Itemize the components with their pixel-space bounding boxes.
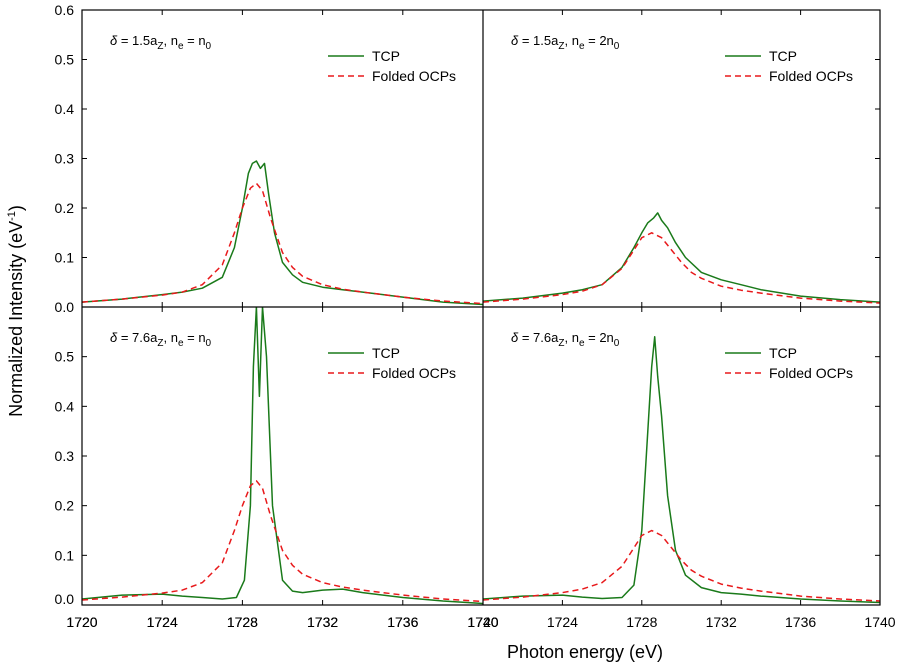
y-tick-label: 0.6	[55, 2, 75, 18]
y-tick-label: 0.3	[55, 448, 75, 464]
x-tick-label: 1724	[547, 614, 578, 630]
y-axis-title-main: Normalized Intensity (eV	[6, 221, 26, 417]
panel-bottom-left: 0.0 0.1 0.2 0.3 0.4 0.5 1720 1724 1728 1732 1736 17…	[55, 306, 499, 630]
annotation-part: e	[178, 41, 184, 52]
x-tick-label: 1728	[227, 614, 258, 630]
annotation-part: e	[178, 338, 184, 349]
x-tick-label: 1736	[785, 614, 816, 630]
series-line-tcp	[82, 307, 483, 605]
panel-bottom-right: 1720 1724 1728 1732 1736 1740 δ = 7.6aZ, ne = …	[467, 306, 896, 630]
y-tick-label: 0.0	[55, 299, 75, 315]
y-tick-label: 0.2	[55, 200, 75, 216]
y-tick-label: 0.0	[55, 591, 75, 607]
x-tick-label: 1724	[147, 614, 178, 630]
y-axis-title: Normalized Intensity (eV-1)	[6, 205, 26, 417]
annotation-part: , n	[564, 33, 578, 48]
panel-annotation: δ = 7.6aZ, ne = 2n0	[511, 330, 620, 349]
y-tick-label: 0.5	[55, 349, 75, 365]
annotation-part: = n	[184, 330, 206, 345]
series-line-folded-ocps	[483, 232, 880, 304]
y-axis-title-superscript: -1	[6, 211, 18, 221]
annotation-part: = 1.5a	[117, 33, 158, 48]
frame-layer	[81, 9, 881, 606]
legend-label: Folded OCPs	[372, 365, 456, 381]
panel-annotation: δ = 7.6aZ, ne = n0	[110, 330, 212, 349]
annotation-part: , n	[564, 330, 578, 345]
annotation-part: = 7.6a	[117, 330, 158, 345]
panel-top-left: 0.0 0.1 0.2 0.3 0.4 0.5 0.6 1720 1724 1728 1732 173…	[55, 2, 499, 630]
annotation-part: = n	[184, 33, 206, 48]
legend-label: TCP	[372, 345, 400, 361]
panel-annotation: δ = 1.5aZ, ne = 2n0	[511, 33, 620, 52]
annotation-part: = 2n	[585, 330, 614, 345]
panel-top-right: δ = 1.5aZ, ne = 2n0 TCP Folded OCPs	[482, 9, 881, 308]
y-tick-label: 0.3	[55, 151, 75, 167]
x-tick-label: 1724	[147, 614, 178, 630]
legend-label: Folded OCPs	[372, 68, 456, 84]
y-tick-label: 0.1	[55, 547, 75, 563]
x-axis-title: Photon energy (eV)	[507, 642, 663, 662]
panels-layer: 0.0 0.1 0.2 0.3 0.4 0.5 0.6 1720 1724 1728 1732 173…	[55, 2, 896, 630]
annotation-part: = 7.6a	[518, 330, 559, 345]
annotation-part: e	[579, 41, 585, 52]
x-tick-label: 1736	[387, 614, 418, 630]
annotation-part: = 2n	[585, 33, 614, 48]
annotation-part: 0	[206, 41, 212, 52]
annotation-part: Z	[558, 41, 564, 52]
annotation-part: Z	[157, 41, 163, 52]
annotation-part: δ	[110, 330, 118, 345]
x-tick-label: 1732	[307, 614, 338, 630]
x-tick-label: 1720	[66, 614, 97, 630]
x-tick-label: 1732	[307, 614, 338, 630]
y-tick-label: 0.2	[55, 498, 75, 514]
panel-annotation: δ = 1.5aZ, ne = n0	[110, 33, 212, 52]
y-tick-label: 0.4	[55, 101, 75, 117]
x-tick-label: 1740	[467, 614, 498, 630]
series-line-tcp	[82, 160, 483, 306]
annotation-part: 0	[614, 41, 620, 52]
series-line-folded-ocps	[82, 480, 483, 603]
legend-label: Folded OCPs	[769, 68, 853, 84]
x-tick-label: 1732	[706, 614, 737, 630]
legend-label: TCP	[372, 48, 400, 64]
annotation-part: , n	[163, 330, 177, 345]
series-line-tcp	[483, 212, 880, 303]
series-line-folded-ocps	[82, 182, 483, 305]
annotation-part: 0	[614, 338, 620, 349]
y-tick-label: 0.5	[55, 52, 75, 68]
y-tick-label: 0.4	[55, 398, 75, 414]
y-tick-label: 0.1	[55, 250, 75, 266]
y-axis-title-close: )	[6, 205, 26, 211]
x-tick-label: 1740	[864, 614, 895, 630]
legend-label: TCP	[769, 345, 797, 361]
series-line-tcp	[483, 336, 880, 604]
x-tick-label: 1720	[467, 614, 498, 630]
annotation-part: Z	[157, 338, 163, 349]
annotation-part: 0	[206, 338, 212, 349]
x-tick-label: 1740	[467, 614, 498, 630]
legend-label: TCP	[769, 48, 797, 64]
annotation-part: e	[579, 338, 585, 349]
x-tick-label: 1728	[626, 614, 657, 630]
series-line-folded-ocps	[483, 529, 880, 602]
annotation-part: δ	[110, 33, 118, 48]
annotation-part: = 1.5a	[518, 33, 559, 48]
annotation-part: δ	[511, 330, 519, 345]
x-tick-label: 1736	[387, 614, 418, 630]
annotation-part: δ	[511, 33, 519, 48]
x-tick-label: 1720	[66, 614, 97, 630]
annotation-part: Z	[558, 338, 564, 349]
annotation-part: , n	[163, 33, 177, 48]
x-tick-label: 1728	[227, 614, 258, 630]
legend-label: Folded OCPs	[769, 365, 853, 381]
